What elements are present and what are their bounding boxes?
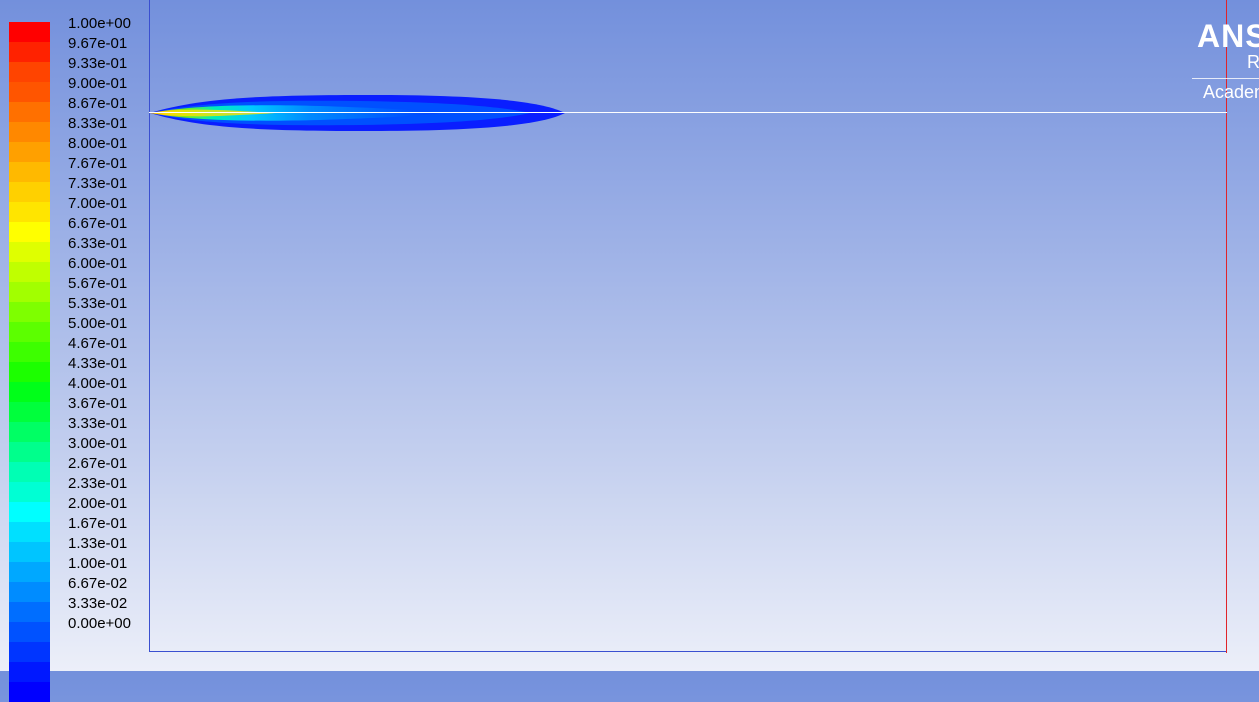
legend-tick-label: 4.33e-01 bbox=[68, 355, 128, 372]
legend-swatch bbox=[9, 482, 50, 502]
domain-boundary bbox=[149, 0, 1227, 652]
legend-tick-label: 1.00e+00 bbox=[68, 15, 131, 32]
legend-tick-label: 6.67e-02 bbox=[68, 575, 128, 592]
legend-swatch bbox=[9, 582, 50, 602]
legend-swatch bbox=[9, 642, 50, 662]
colormap-legend-labels: 1.00e+00 9.67e-01 9.33e-01 9.00e-01 8.67e-01… bbox=[68, 14, 131, 634]
legend-swatch bbox=[9, 362, 50, 382]
legend-tick-label: 3.67e-01 bbox=[68, 395, 128, 412]
legend-tick-label: 9.00e-01 bbox=[68, 75, 128, 92]
legend-swatch bbox=[9, 202, 50, 222]
legend-tick-label: 9.67e-01 bbox=[68, 35, 128, 52]
legend-swatch bbox=[9, 22, 50, 42]
legend-swatch bbox=[9, 302, 50, 322]
legend-tick-label: 4.67e-01 bbox=[68, 335, 128, 352]
legend-swatch bbox=[9, 342, 50, 362]
legend-swatch bbox=[9, 442, 50, 462]
legend-tick-label: 3.33e-02 bbox=[68, 595, 128, 612]
legend-swatch bbox=[9, 82, 50, 102]
legend-swatch bbox=[9, 322, 50, 342]
logo-main-text: ANS bbox=[1197, 18, 1259, 54]
plume-inner bbox=[150, 105, 440, 121]
legend-tick-label: 3.00e-01 bbox=[68, 435, 128, 452]
legend-swatch bbox=[9, 242, 50, 262]
legend-tick-label: 6.00e-01 bbox=[68, 255, 128, 272]
legend-swatch bbox=[9, 282, 50, 302]
centerline-axis bbox=[149, 112, 1227, 113]
legend-swatch bbox=[9, 542, 50, 562]
legend-swatch bbox=[9, 562, 50, 582]
ansys-logo: ANS R Academ bbox=[1190, 14, 1259, 109]
legend-tick-label: 4.00e-01 bbox=[68, 375, 128, 392]
legend-swatch bbox=[9, 682, 50, 702]
legend-swatch bbox=[9, 402, 50, 422]
logo-academic-text: Academ bbox=[1203, 82, 1259, 102]
legend-swatch bbox=[9, 102, 50, 122]
legend-tick-label: 7.33e-01 bbox=[68, 175, 128, 192]
legend-tick-label: 5.00e-01 bbox=[68, 315, 128, 332]
contour-plume bbox=[150, 95, 565, 131]
legend-swatch bbox=[9, 162, 50, 182]
legend-tick-label: 9.33e-01 bbox=[68, 55, 128, 72]
legend-tick-label: 6.67e-01 bbox=[68, 215, 128, 232]
colormap-legend-bar bbox=[9, 22, 50, 702]
legend-tick-label: 7.00e-01 bbox=[68, 195, 128, 212]
legend-swatch bbox=[9, 262, 50, 282]
legend-tick-label: 8.33e-01 bbox=[68, 115, 128, 132]
legend-swatch bbox=[9, 622, 50, 642]
legend-tick-label: 5.33e-01 bbox=[68, 295, 128, 312]
legend-swatch bbox=[9, 142, 50, 162]
legend-swatch bbox=[9, 602, 50, 622]
outlet-boundary-line bbox=[1226, 0, 1227, 653]
legend-swatch bbox=[9, 62, 50, 82]
legend-tick-label: 1.67e-01 bbox=[68, 515, 128, 532]
legend-tick-label: 1.00e-01 bbox=[68, 555, 128, 572]
legend-swatch bbox=[9, 122, 50, 142]
legend-tick-label: 1.33e-01 bbox=[68, 535, 128, 552]
legend-swatch bbox=[9, 42, 50, 62]
logo-sub-text: R bbox=[1247, 52, 1259, 72]
legend-swatch bbox=[9, 502, 50, 522]
logo-divider bbox=[1192, 78, 1259, 79]
legend-tick-label: 8.00e-01 bbox=[68, 135, 128, 152]
legend-swatch bbox=[9, 182, 50, 202]
legend-tick-label: 2.67e-01 bbox=[68, 455, 128, 472]
legend-swatch bbox=[9, 222, 50, 242]
legend-swatch bbox=[9, 462, 50, 482]
legend-tick-label: 5.67e-01 bbox=[68, 275, 128, 292]
legend-tick-label: 0.00e+00 bbox=[68, 615, 131, 632]
legend-tick-label: 2.33e-01 bbox=[68, 475, 128, 492]
plume-core bbox=[150, 109, 275, 117]
legend-tick-label: 2.00e-01 bbox=[68, 495, 128, 512]
legend-swatch bbox=[9, 422, 50, 442]
legend-tick-label: 7.67e-01 bbox=[68, 155, 128, 172]
legend-swatch bbox=[9, 522, 50, 542]
legend-tick-label: 6.33e-01 bbox=[68, 235, 128, 252]
legend-tick-label: 8.67e-01 bbox=[68, 95, 128, 112]
legend-swatch bbox=[9, 382, 50, 402]
legend-tick-label: 3.33e-01 bbox=[68, 415, 128, 432]
